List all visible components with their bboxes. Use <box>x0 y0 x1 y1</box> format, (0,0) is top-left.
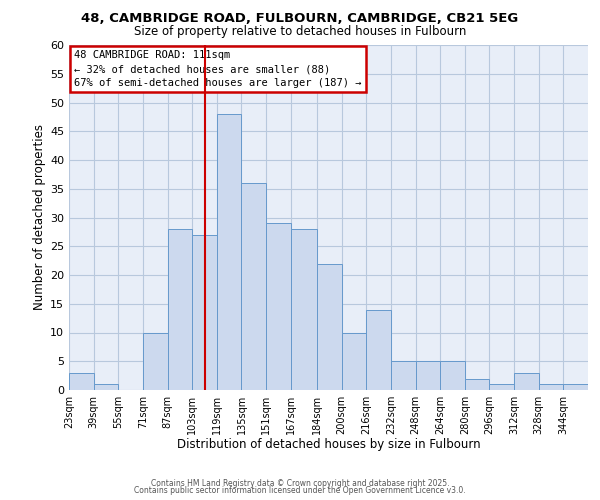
Bar <box>366 310 391 390</box>
Text: Size of property relative to detached houses in Fulbourn: Size of property relative to detached ho… <box>134 25 466 38</box>
Bar <box>416 361 440 390</box>
Bar <box>241 183 266 390</box>
X-axis label: Distribution of detached houses by size in Fulbourn: Distribution of detached houses by size … <box>176 438 481 452</box>
Bar <box>69 373 94 390</box>
Bar <box>167 229 192 390</box>
Y-axis label: Number of detached properties: Number of detached properties <box>33 124 46 310</box>
Bar <box>440 361 465 390</box>
Text: Contains HM Land Registry data © Crown copyright and database right 2025.: Contains HM Land Registry data © Crown c… <box>151 478 449 488</box>
Bar <box>291 229 317 390</box>
Bar <box>317 264 341 390</box>
Bar <box>341 332 366 390</box>
Text: Contains public sector information licensed under the Open Government Licence v3: Contains public sector information licen… <box>134 486 466 495</box>
Bar <box>539 384 563 390</box>
Text: 48, CAMBRIDGE ROAD, FULBOURN, CAMBRIDGE, CB21 5EG: 48, CAMBRIDGE ROAD, FULBOURN, CAMBRIDGE,… <box>82 12 518 26</box>
Bar <box>563 384 588 390</box>
Bar <box>465 378 490 390</box>
Text: 48 CAMBRIDGE ROAD: 111sqm
← 32% of detached houses are smaller (88)
67% of semi-: 48 CAMBRIDGE ROAD: 111sqm ← 32% of detac… <box>74 50 362 88</box>
Bar <box>391 361 416 390</box>
Bar <box>490 384 514 390</box>
Bar <box>94 384 118 390</box>
Bar <box>143 332 167 390</box>
Bar <box>217 114 241 390</box>
Bar <box>514 373 539 390</box>
Bar <box>192 235 217 390</box>
Bar <box>266 223 291 390</box>
